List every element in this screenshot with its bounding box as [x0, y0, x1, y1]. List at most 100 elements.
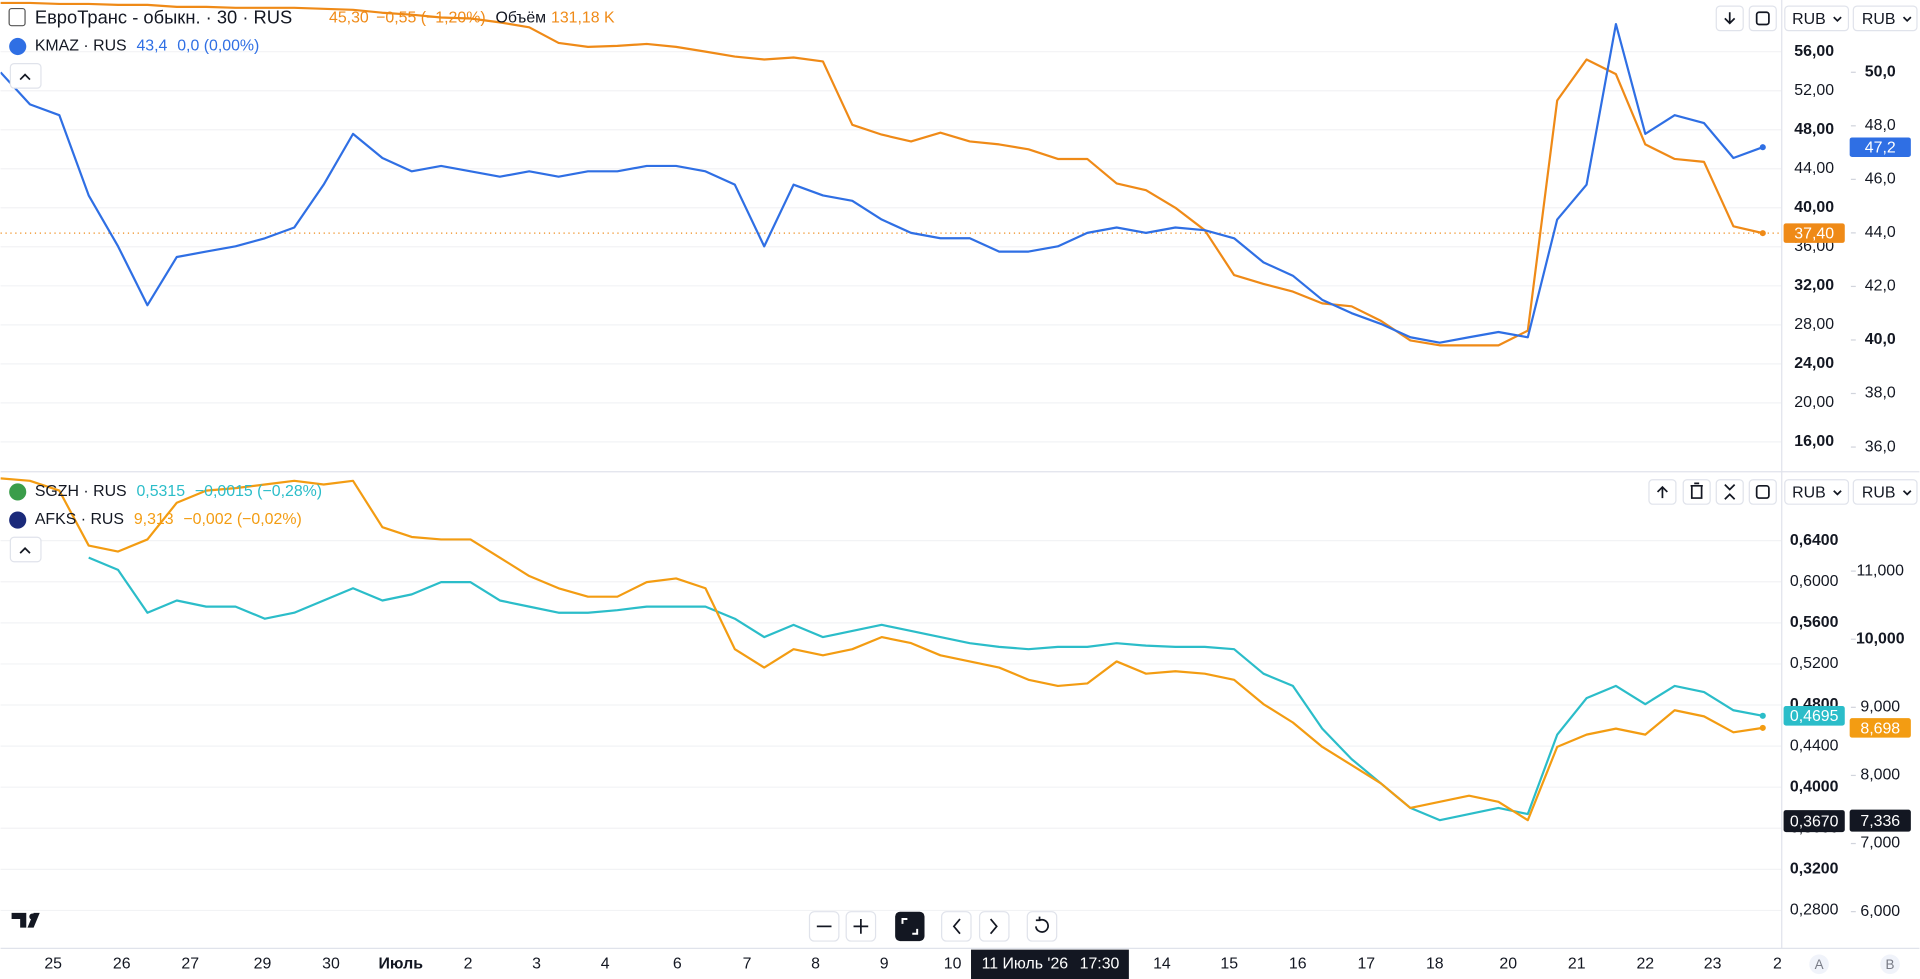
x-tick-label: 26: [113, 956, 131, 973]
x-tick-label: Июль: [379, 956, 424, 973]
last-point: [1759, 712, 1766, 719]
grid-layer: [0, 51, 1782, 912]
crosshair-time-tag: [971, 949, 1129, 979]
last-price-tag: [1849, 718, 1911, 738]
crosshair-tag: [1783, 810, 1845, 833]
x-tick-label: 9: [880, 956, 889, 973]
y-tick-label: 0,5200: [1790, 655, 1839, 672]
x-tick-label: 6: [673, 956, 682, 973]
y2-tick-label: 42,0: [1865, 278, 1896, 295]
move-down-button[interactable]: [1715, 5, 1744, 32]
collapse-pane-button[interactable]: [1715, 479, 1744, 505]
zoom-in-button[interactable]: [845, 911, 877, 942]
last-price-label: 37,40: [1794, 226, 1834, 243]
y-tick-label: 0,6000: [1790, 573, 1839, 590]
x-tick-label: 2: [464, 956, 473, 973]
x-tick-label: 8: [811, 956, 820, 973]
x-tick-label: 10: [944, 956, 962, 973]
currency-label: RUB: [1862, 484, 1896, 501]
series-line: [0, 1, 1764, 347]
y-tick-label: 20,00: [1794, 394, 1834, 411]
legend-row: SGZH · RUS 0,5315 −0,0015 (−0,28%): [35, 483, 322, 500]
volume-title: Объём: [495, 10, 546, 27]
currency-button[interactable]: RUB: [1784, 479, 1850, 505]
legend-row: KMAZ · RUS 43,4 0,0 (0,00%): [35, 38, 260, 55]
currency-button[interactable]: RUB: [1784, 5, 1850, 32]
delete-pane-button[interactable]: [1682, 479, 1711, 505]
crosshair-date: 11 Июль '26: [982, 956, 1069, 973]
x-tick-label: 20: [1499, 956, 1517, 973]
legend-change: 0,0 (0,00%): [177, 38, 259, 55]
collapse-button[interactable]: [9, 536, 42, 563]
x-tick-label: 21: [1568, 956, 1586, 973]
last-point: [1759, 144, 1766, 151]
x-tick-label: 15: [1220, 956, 1238, 973]
series-name: ЕвроТранс - обыкн. · 30 · RUS: [35, 6, 292, 27]
legend-value: 45,30: [329, 10, 369, 27]
y2-tick-label: 44,0: [1865, 224, 1896, 241]
y2-tick-label: 11,000: [1857, 562, 1905, 579]
y-tick-label: 0,3200: [1790, 861, 1839, 878]
maximize-pane-button[interactable]: [1748, 5, 1777, 32]
legend-row: AFKS · RUS 9,313 −0,002 (−0,02%): [35, 511, 302, 528]
fullscreen-button[interactable]: [895, 911, 925, 942]
legend-value: 9,313: [134, 511, 174, 528]
crosshair-label: 7,336: [1860, 813, 1900, 830]
symbol-icon: [9, 483, 27, 501]
last-point: [1759, 230, 1766, 237]
y-tick-label: 56,00: [1794, 43, 1834, 60]
scroll-right-button[interactable]: [978, 911, 1010, 942]
y2-tick-label: 10,000: [1856, 630, 1905, 647]
symbol-icon: [9, 37, 27, 56]
currency-button[interactable]: RUB: [1852, 479, 1918, 505]
x-tick-label: 22: [1636, 956, 1654, 973]
scale-label: A: [1815, 957, 1824, 972]
legend-change: −0,002 (−0,02%): [183, 511, 301, 528]
currency-label: RUB: [1792, 11, 1826, 28]
currency-button[interactable]: RUB: [1852, 5, 1918, 32]
series-name: SGZH · RUS: [35, 483, 127, 500]
move-up-button[interactable]: [1648, 479, 1677, 505]
reset-button[interactable]: [1026, 911, 1058, 942]
y-tick-label: 16,00: [1794, 433, 1834, 450]
scroll-left-button[interactable]: [941, 911, 972, 942]
y-tick-label: 52,00: [1794, 82, 1834, 99]
x-tick-label: 7: [743, 956, 752, 973]
series-layer: [0, 1, 1782, 822]
scale-label: B: [1886, 957, 1895, 972]
log-scale-button[interactable]: B: [1880, 954, 1900, 975]
x-tick-label: 23: [1704, 956, 1722, 973]
legend-value: 43,4: [136, 38, 167, 55]
y-tick-label: 0,4400: [1790, 737, 1839, 754]
y-tick-label: 0,4000: [1790, 778, 1839, 795]
collapse-button[interactable]: [9, 63, 42, 89]
legend-value: 0,5315: [136, 483, 185, 500]
maximize-pane-button[interactable]: [1748, 479, 1777, 505]
crosshair-label: 0,3670: [1790, 814, 1839, 831]
y2-tick-label: 50,0: [1865, 63, 1896, 80]
last-price-label: 8,698: [1860, 720, 1900, 737]
last-price-tag: [1849, 137, 1911, 158]
last-price-tag: [1783, 706, 1845, 726]
symbol-icon: [9, 511, 27, 529]
zoom-out-button[interactable]: [808, 911, 840, 942]
series-name: KMAZ · RUS: [35, 38, 127, 55]
series-line: [0, 477, 1763, 822]
y2-tick-label: 36,0: [1865, 438, 1896, 455]
x-tick-label: 18: [1426, 956, 1444, 973]
y-tick-label: 24,00: [1794, 355, 1834, 372]
x-tick-label: 29: [254, 956, 272, 973]
logo: [11, 912, 40, 928]
y2-tick-label: 9,000: [1860, 699, 1900, 716]
x-tick-label: 27: [181, 956, 199, 973]
y2-tick-label: 48,0: [1865, 117, 1896, 134]
x-tick-label: 16: [1289, 956, 1307, 973]
auto-scale-button[interactable]: A: [1809, 954, 1829, 975]
currency-label: RUB: [1862, 11, 1896, 28]
series-line: [88, 556, 1763, 822]
y-tick-label: 44,00: [1794, 160, 1834, 177]
y2-tick-label: 7,000: [1860, 835, 1900, 852]
